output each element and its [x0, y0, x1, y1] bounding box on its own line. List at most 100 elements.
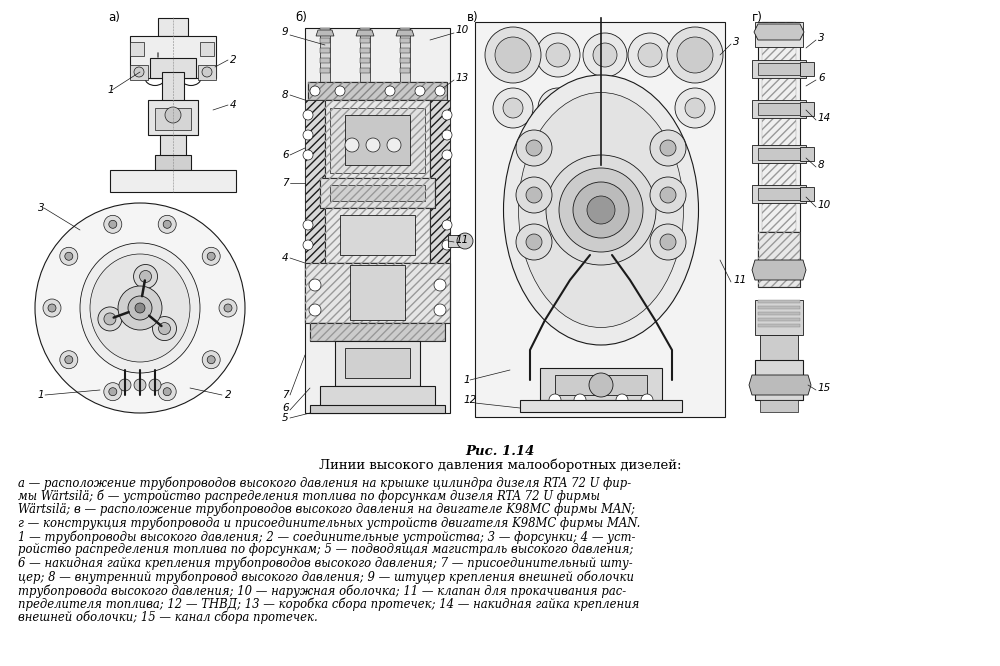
- Text: 4: 4: [230, 100, 237, 110]
- Bar: [752, 100, 806, 118]
- Text: ройство распределения топлива по форсункам; 5 — подводящая магистраль высокого д: ройство распределения топлива по форсунк…: [18, 543, 633, 557]
- Circle shape: [434, 279, 446, 291]
- Text: мы Wärtsilä; б — устройство распределения топлива по форсункам дизеля RTA 72 U ф: мы Wärtsilä; б — устройство распределени…: [18, 490, 600, 503]
- Text: 3: 3: [38, 203, 45, 213]
- Bar: [540, 368, 662, 400]
- Circle shape: [43, 299, 61, 317]
- Circle shape: [442, 130, 452, 140]
- Text: 1: 1: [463, 375, 470, 385]
- Circle shape: [536, 33, 580, 77]
- Circle shape: [202, 351, 220, 369]
- Circle shape: [442, 150, 452, 160]
- Circle shape: [538, 88, 578, 128]
- Circle shape: [660, 140, 676, 156]
- Circle shape: [109, 220, 117, 228]
- Circle shape: [574, 394, 586, 406]
- Circle shape: [616, 394, 628, 406]
- Bar: [752, 185, 806, 203]
- Text: цер; 8 — внутренний трубопровод высокого давления; 9 — штуцер крепления внешней : цер; 8 — внутренний трубопровод высокого…: [18, 571, 634, 584]
- Circle shape: [104, 215, 122, 233]
- Circle shape: [516, 130, 552, 166]
- Bar: [320, 58, 330, 63]
- Circle shape: [516, 224, 552, 260]
- Bar: [800, 62, 814, 76]
- Circle shape: [135, 303, 145, 313]
- Bar: [758, 103, 800, 115]
- Circle shape: [667, 27, 723, 83]
- Text: 2: 2: [225, 390, 232, 400]
- Bar: [330, 185, 425, 201]
- Circle shape: [158, 215, 176, 233]
- Text: г): г): [752, 11, 763, 25]
- Bar: [325, 208, 430, 263]
- Bar: [360, 48, 370, 53]
- Bar: [308, 82, 447, 100]
- Circle shape: [303, 240, 313, 250]
- Polygon shape: [396, 30, 414, 36]
- Circle shape: [501, 43, 525, 67]
- Circle shape: [65, 252, 73, 260]
- Circle shape: [548, 98, 568, 118]
- Circle shape: [207, 252, 215, 260]
- Text: 3: 3: [733, 37, 740, 47]
- Bar: [758, 232, 800, 287]
- Circle shape: [140, 270, 152, 282]
- Bar: [755, 300, 803, 335]
- Bar: [150, 58, 196, 78]
- Bar: [758, 148, 800, 160]
- Bar: [310, 323, 445, 341]
- Circle shape: [303, 150, 313, 160]
- Bar: [345, 115, 410, 165]
- Bar: [555, 375, 647, 395]
- Text: 4: 4: [282, 253, 289, 263]
- Text: 11: 11: [733, 275, 746, 285]
- Circle shape: [549, 394, 561, 406]
- Text: в): в): [467, 11, 479, 25]
- Text: 7: 7: [282, 178, 289, 188]
- Bar: [155, 108, 191, 130]
- Circle shape: [516, 177, 552, 213]
- Bar: [200, 42, 214, 56]
- Circle shape: [546, 43, 570, 67]
- Circle shape: [442, 110, 452, 120]
- Bar: [162, 72, 184, 102]
- Bar: [330, 108, 425, 173]
- Bar: [400, 28, 410, 33]
- Bar: [305, 28, 450, 413]
- Circle shape: [677, 37, 713, 73]
- Circle shape: [335, 86, 345, 96]
- Bar: [130, 65, 148, 80]
- Polygon shape: [749, 375, 811, 395]
- Polygon shape: [754, 24, 804, 40]
- Bar: [305, 100, 325, 320]
- Bar: [400, 38, 410, 43]
- Circle shape: [495, 37, 531, 73]
- Circle shape: [153, 316, 177, 340]
- Text: 6: 6: [282, 150, 289, 160]
- Bar: [320, 28, 330, 88]
- Text: 3: 3: [818, 33, 825, 43]
- Ellipse shape: [504, 75, 698, 345]
- Circle shape: [593, 43, 617, 67]
- Circle shape: [345, 138, 359, 152]
- Circle shape: [442, 240, 452, 250]
- Bar: [360, 28, 370, 33]
- Bar: [758, 300, 800, 303]
- Bar: [758, 324, 800, 327]
- Circle shape: [303, 110, 313, 120]
- Bar: [130, 42, 144, 56]
- Bar: [305, 263, 450, 323]
- Bar: [800, 102, 814, 116]
- Bar: [475, 22, 725, 417]
- Circle shape: [118, 286, 162, 330]
- Circle shape: [546, 155, 656, 265]
- Circle shape: [48, 304, 56, 312]
- Circle shape: [493, 88, 533, 128]
- Bar: [755, 360, 803, 400]
- Text: Линии высокого давления малооборотных дизелей:: Линии высокого давления малооборотных ди…: [319, 458, 681, 472]
- Bar: [758, 312, 800, 315]
- Circle shape: [109, 388, 117, 396]
- Circle shape: [219, 299, 237, 317]
- Text: 14: 14: [818, 113, 831, 123]
- Circle shape: [60, 247, 78, 265]
